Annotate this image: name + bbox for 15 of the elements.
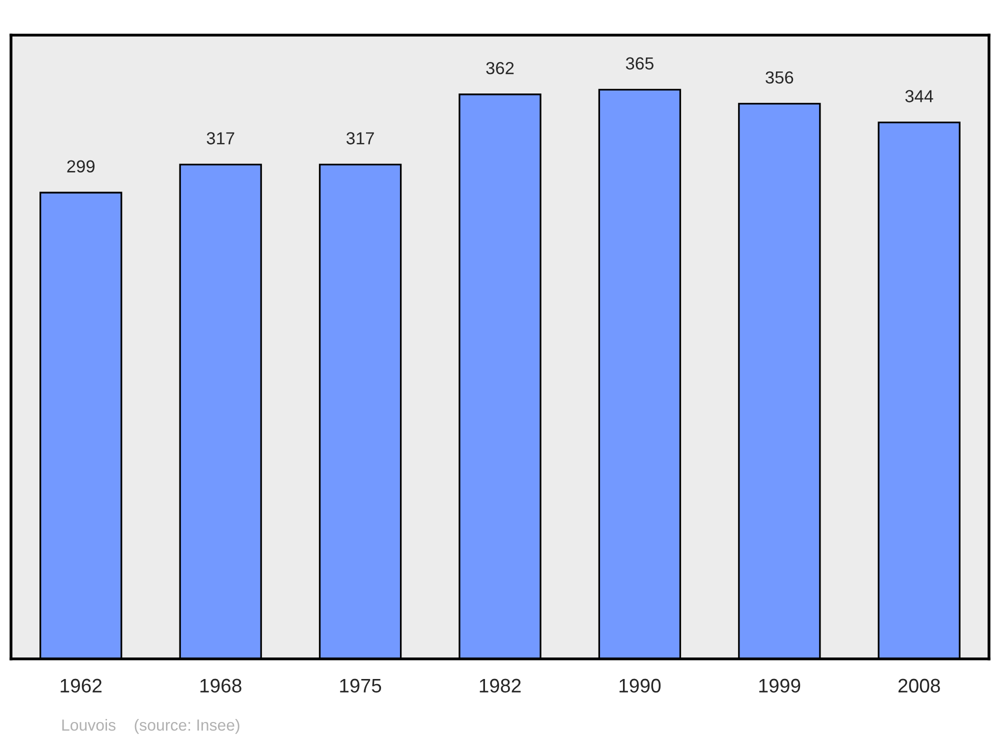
x-tick-label: 1962 [60, 678, 102, 693]
x-tick-label: 1975 [340, 678, 382, 693]
x-tick-label: 1990 [620, 678, 661, 693]
data-label: 365 [626, 57, 654, 70]
x-tick-label: 1968 [200, 678, 242, 693]
data-label: 317 [206, 132, 234, 144]
data-label: 344 [905, 90, 934, 102]
data-label: 356 [766, 71, 794, 84]
x-tick-label: 1999 [759, 678, 800, 693]
text: Louvois (source: Insee) [62, 718, 240, 734]
data-label: 362 [486, 62, 514, 74]
data-label: 299 [67, 160, 95, 173]
x-tick-label: 1982 [480, 678, 521, 693]
data-label: 317 [346, 132, 374, 144]
x-tick-label: 2008 [898, 678, 940, 693]
